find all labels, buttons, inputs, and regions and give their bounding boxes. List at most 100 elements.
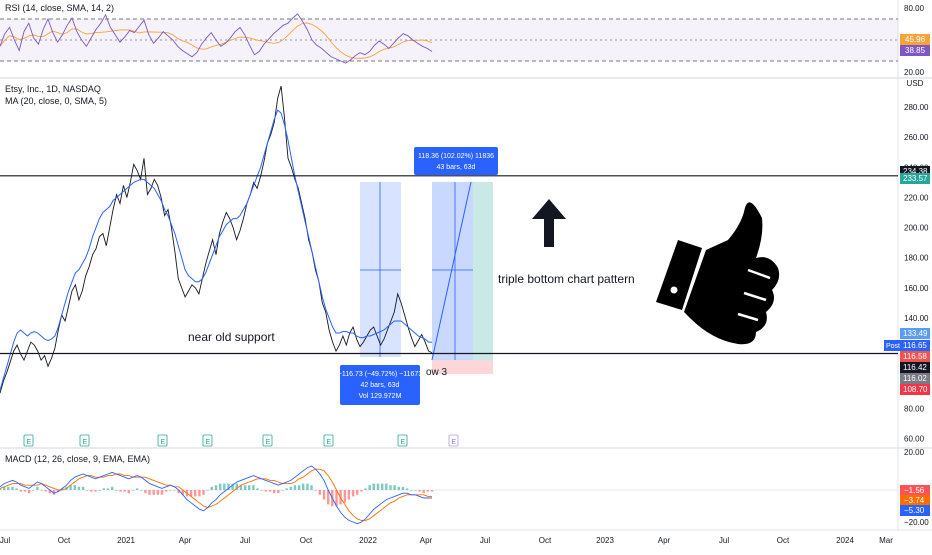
price-tick-9: 80.00 [904, 404, 925, 413]
rsi-signal-line [0, 22, 433, 59]
thumbs-up-icon[interactable] [656, 202, 780, 345]
price-tick-3: 220.00 [904, 194, 929, 203]
price-tag-text-1: 233.57 [903, 174, 928, 183]
time-tick-3: Apr [179, 536, 192, 545]
time-tick-5: Oct [300, 536, 313, 545]
earnings-marker-7: E [452, 439, 457, 446]
time-tick-1: Oct [58, 536, 71, 545]
time-tick-8: Jul [480, 536, 490, 545]
earnings-marker-2: E [161, 439, 166, 446]
rsi-indicator-label: RSI (14, close, SMA, 14, 2) [5, 3, 114, 13]
measure-up-label[interactable] [414, 147, 498, 175]
macd-histogram-bar-15 [61, 488, 64, 490]
macd-histogram-bar-54 [223, 483, 226, 490]
price-tag-text-6: 116.02 [903, 374, 927, 383]
annotation-near-old-support[interactable]: near old support [188, 330, 275, 344]
macd-histogram-bar-18 [73, 485, 76, 490]
earnings-marker-1: E [83, 439, 88, 446]
earnings-marker-4: E [266, 439, 271, 446]
price-tick-1: 260.00 [904, 133, 929, 142]
macd-tag-bg-2 [900, 505, 930, 516]
macd-histogram-bar-67 [277, 490, 280, 494]
time-tick-2: 2021 [117, 536, 135, 545]
macd-histogram-bar-29 [119, 490, 122, 492]
stop-zone [432, 360, 493, 374]
macd-histogram-bar-50 [206, 490, 209, 491]
macd-tag-text-0: −1.56 [904, 486, 925, 495]
ma-series-line [0, 109, 432, 391]
macd-histogram-bar-91 [376, 483, 380, 490]
macd-histogram-bar-39 [160, 490, 164, 495]
macd-histogram-bar-99 [410, 490, 413, 491]
macd-line [0, 465, 432, 525]
macd-tag-text-2: −5.30 [904, 506, 925, 515]
macd-histogram-bar-1 [3, 486, 6, 490]
macd-histogram-bar-79 [327, 490, 330, 505]
macd-histogram-bar-4 [15, 488, 18, 490]
macd-histogram-bar-84 [347, 490, 351, 500]
price-tick-10: 60.00 [904, 435, 925, 444]
macd-histogram-bar-20 [81, 486, 85, 490]
macd-histogram-bar-93 [385, 483, 388, 490]
up-arrow-icon[interactable] [532, 199, 566, 247]
macd-histogram-bar-21 [86, 490, 89, 491]
macd-histogram-bar-57 [235, 483, 238, 490]
macd-histogram-bar-101 [418, 490, 421, 492]
price-tag-bg-3 [900, 340, 930, 351]
measure-up-line1: 118.36 (102.02%) 11836 [418, 153, 494, 160]
macd-histogram-bar-25 [102, 488, 105, 490]
rsi-value-tag-rsi: 38.85 [900, 45, 930, 56]
macd-histogram-bar-66 [273, 490, 276, 494]
annotation-triple-bottom[interactable]: triple bottom chart pattern [498, 272, 635, 286]
earnings-marker-bg-0 [23, 434, 34, 447]
macd-histogram-bar-60 [248, 485, 251, 490]
price-tag-text-7: 108.70 [903, 385, 928, 394]
rsi-tick-top: 80.00 [904, 4, 925, 13]
macd-histogram-bar-32 [131, 490, 135, 491]
measure-down-line3: Vol 129.972M [359, 393, 402, 400]
macd-histogram-bar-89 [368, 485, 371, 490]
time-tick-9: Oct [539, 536, 552, 545]
time-tick-10: 2023 [596, 536, 614, 545]
macd-histogram-bar-59 [243, 485, 247, 490]
macd-histogram-bar-92 [381, 483, 384, 490]
time-axis[interactable]: Jul Oct 2021 Apr Jul Oct 2022 Apr Jul Oct 2023 Apr J… [0, 536, 893, 545]
macd-histogram-bar-77 [318, 490, 321, 495]
rsi-band [0, 19, 898, 61]
macd-histogram-bar-3 [11, 486, 14, 490]
macd-histogram-bar-41 [169, 490, 172, 491]
macd-histogram-bar-7 [27, 490, 31, 494]
measure-down-label[interactable] [340, 365, 420, 405]
macd-histogram-bar-78 [322, 490, 326, 500]
measure-down-line2: 42 bars, 63d [361, 382, 400, 389]
macd-histogram-bar-52 [214, 485, 218, 490]
measure-up-box-green[interactable] [473, 182, 493, 360]
macd-tag-bg-0 [900, 485, 930, 496]
measure-down-box[interactable] [360, 182, 401, 357]
macd-histogram-bar-5 [19, 490, 22, 492]
time-tick-7: Apr [420, 536, 433, 545]
macd-histogram-bar-44 [181, 490, 184, 495]
macd-histogram-bar-37 [152, 490, 155, 495]
macd-histogram-bar-28 [115, 490, 118, 491]
macd-histogram-bar-2 [7, 486, 10, 490]
price-tick-4: 200.00 [904, 224, 929, 233]
time-tick-12: Jul [719, 536, 729, 545]
rsi-value-tag-signal: 45.96 [900, 34, 930, 45]
macd-panel[interactable]: MACD (12, 26, close, 9, EMA, EMA) 20.00 … [0, 448, 930, 527]
macd-histogram-bar-95 [393, 485, 396, 490]
price-tag-bg-7 [900, 384, 930, 395]
price-panel[interactable]: Etsy, Inc., 1D, NASDAQ MA (20, close, 0,… [0, 79, 930, 447]
price-tick-6: 160.00 [904, 284, 929, 293]
rsi-panel[interactable]: RSI (14, close, SMA, 14, 2) 80.00 20.00 … [0, 3, 930, 77]
macd-signal-line [0, 468, 432, 521]
macd-tag-bg-1 [900, 495, 930, 506]
measure-down-line1: −116.73 (−49.72%) −11673 [338, 371, 423, 378]
price-tick-0: 280.00 [904, 103, 929, 112]
macd-histogram-bar-64 [264, 490, 267, 492]
annotation-low-3: ow 3 [426, 367, 448, 378]
earnings-marker-bg-4 [262, 434, 273, 447]
macd-histogram-bar-88 [364, 488, 367, 490]
